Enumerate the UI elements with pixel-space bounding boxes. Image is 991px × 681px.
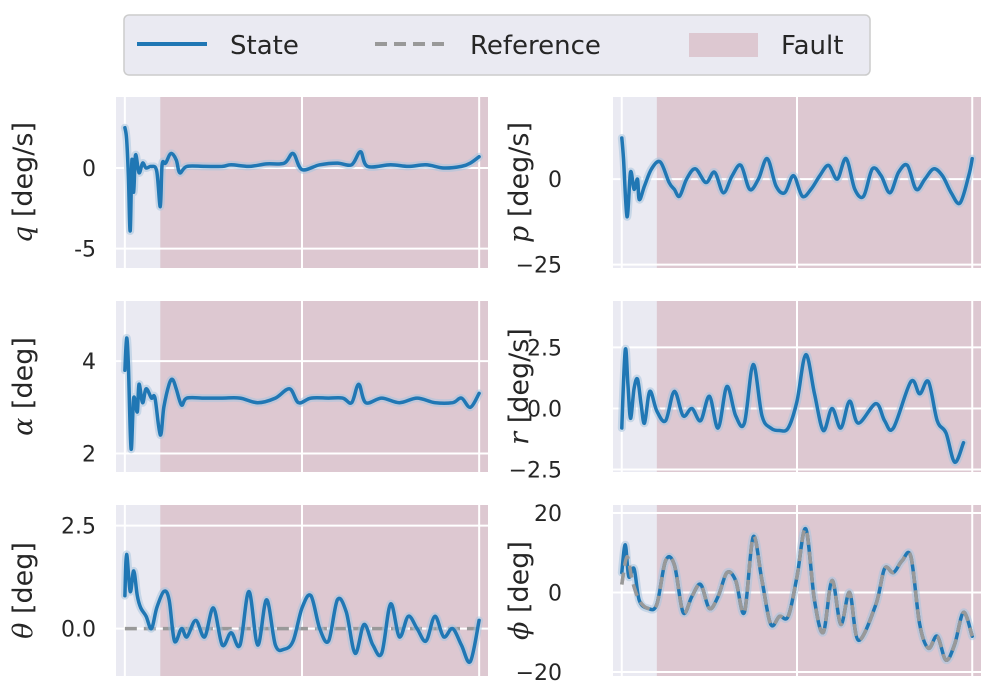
- panel-theta-plot-area: [120, 550, 484, 667]
- legend-state-label: State: [230, 31, 299, 61]
- panel-q-fault-region: [160, 97, 489, 268]
- panel-q-ylabel: q [deg/s]: [8, 122, 39, 243]
- legend: State Reference Fault: [123, 14, 871, 76]
- panel-alpha-state-line: [123, 336, 481, 451]
- legend-fault-patch: [689, 33, 758, 57]
- panel-phi-ylabel: ϕ [deg]: [504, 541, 535, 640]
- panel-r-ylabel: r [deg/s]: [504, 328, 535, 445]
- panel-phi-ytick-label: 20: [534, 502, 562, 527]
- panel-alpha-ytick-label: 4: [82, 350, 96, 375]
- panel-phi: −20 0 20 ϕ [deg]: [504, 502, 981, 681]
- panel-theta-fault-region: [160, 505, 489, 676]
- panel-p-plot-area: [617, 134, 977, 221]
- panel-q-ytick-label: 0: [82, 157, 96, 182]
- legend-reference-label: Reference: [470, 31, 601, 61]
- panel-q: -5 0 q [deg/s]: [8, 97, 489, 268]
- panel-r: −2.5 0.0 2.5r [deg/s]: [504, 301, 981, 484]
- panel-p-state-line: [620, 136, 974, 219]
- panel-theta-ylabel: θ [deg]: [8, 542, 39, 639]
- panel-theta-state-line: [123, 552, 481, 665]
- panel-r-ytick-label: −2.5: [509, 459, 562, 484]
- legend-fault-label: Fault: [781, 31, 843, 61]
- panel-q-plot-area: [120, 123, 484, 235]
- panel-r-ytick-label: 0.0: [527, 397, 562, 422]
- panel-phi-reference-overlay: [620, 527, 974, 662]
- panel-phi-plot-area: [617, 524, 977, 665]
- panel-theta-ytick-label: 2.5: [61, 515, 96, 540]
- panel-alpha-plot-area: [120, 333, 484, 453]
- panel-r-state-line: [620, 347, 966, 464]
- panel-alpha-ylabel: α [deg]: [8, 337, 39, 436]
- panel-p: −25 0 p [deg/s]: [504, 97, 981, 279]
- panel-phi-ytick-label: 0: [548, 581, 562, 606]
- panel-theta: 0.0 2.5 θ [deg]: [8, 505, 489, 676]
- panel-alpha: 2 4 α [deg]: [8, 301, 489, 472]
- panel-p-ytick-label: 0: [548, 168, 562, 193]
- panel-r-ytick-label: 2.5: [527, 336, 562, 361]
- panel-alpha-fault-region: [160, 301, 489, 472]
- panel-theta-ytick-label: 0.0: [61, 618, 96, 643]
- panel-phi-ytick-label: −20: [516, 661, 562, 681]
- panel-q-state-line: [123, 125, 481, 233]
- legend-box: [123, 14, 871, 76]
- panel-p-ytick-label: −25: [516, 254, 562, 279]
- panel-p-ylabel: p [deg/s]: [504, 122, 535, 243]
- panel-q-ytick-label: -5: [74, 238, 96, 263]
- panel-alpha-ytick-label: 2: [82, 443, 96, 468]
- panel-r-plot-area: [617, 344, 968, 467]
